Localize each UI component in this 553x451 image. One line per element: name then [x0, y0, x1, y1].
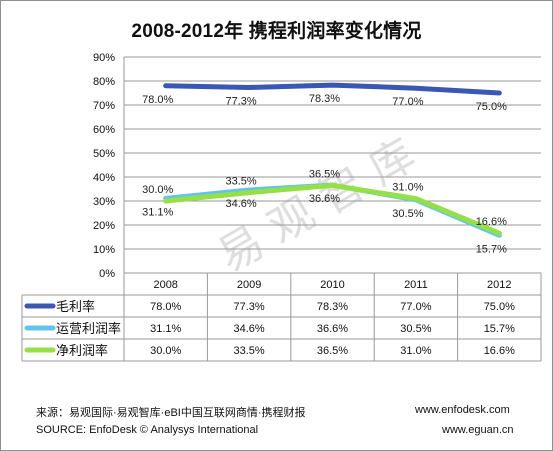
grid-layer: 0% 10% 20% 30% 40% 50% 60% 70% 80% 90%	[93, 52, 541, 280]
source-en: SOURCE: EnfoDesk © Analysys Internationa…	[36, 424, 259, 436]
table-value: 15.7%	[484, 323, 515, 335]
data-table-layer: 2008 2009 2010 2011 2012 毛利率 78.0% 77.3% 78.3% 77…	[21, 272, 542, 362]
series-lines-layer	[163, 82, 502, 238]
data-label: 31.0%	[392, 182, 423, 194]
y-tick-label: 50%	[93, 148, 115, 160]
table-value: 77.0%	[400, 301, 431, 313]
y-tick-label: 40%	[93, 172, 115, 184]
url-eguan: www.eguan.cn	[442, 424, 514, 436]
data-label: 78.0%	[142, 94, 173, 106]
y-tick-label: 20%	[93, 220, 115, 232]
table-value: 78.3%	[317, 301, 348, 313]
x-category-label: 2008	[153, 279, 177, 291]
x-category-label: 2011	[404, 279, 428, 291]
table-value: 31.1%	[150, 323, 181, 335]
data-label: 31.1%	[142, 206, 173, 218]
data-label: 15.7%	[476, 243, 507, 255]
y-tick-label: 90%	[93, 52, 115, 64]
table-value: 78.0%	[150, 301, 181, 313]
table-value: 36.6%	[317, 323, 348, 335]
data-label: 16.6%	[476, 216, 507, 228]
table-value: 16.6%	[484, 345, 515, 357]
table-value: 33.5%	[233, 345, 264, 357]
y-tick-label: 30%	[93, 196, 115, 208]
data-label: 33.5%	[225, 176, 256, 188]
data-labels-layer: 78.0% 77.3% 78.3% 77.0% 75.0% 31.1% 34.6% 36.6%…	[142, 93, 507, 255]
legend-series-name: 净利润率	[56, 343, 108, 358]
table-value: 34.6%	[233, 323, 264, 335]
data-label: 30.0%	[142, 184, 173, 196]
data-label: 75.0%	[476, 101, 507, 113]
x-category-label: 2012	[487, 279, 511, 291]
table-value: 36.5%	[317, 345, 348, 357]
source-cn: 来源：易观国际·易观智库·eBI中国互联网商情·携程财报	[36, 407, 306, 419]
table-value: 30.5%	[400, 323, 431, 335]
table-value: 30.0%	[150, 345, 181, 357]
data-label: 36.5%	[309, 168, 340, 180]
chart-title: 2008-2012年 携程利润率变化情况	[131, 21, 422, 42]
y-tick-label: 60%	[93, 124, 115, 136]
data-label: 30.5%	[392, 208, 423, 220]
legend-series-name: 毛利率	[56, 299, 95, 314]
data-label: 77.0%	[392, 96, 423, 108]
table-value: 31.0%	[400, 345, 431, 357]
url-enfodesk: www.enfodesk.com	[415, 404, 510, 416]
table-value: 75.0%	[484, 301, 515, 313]
legend-series-name: 运营利润率	[56, 321, 121, 336]
data-label: 78.3%	[309, 93, 340, 105]
x-category-label: 2009	[237, 279, 261, 291]
data-label: 34.6%	[225, 198, 256, 210]
series-line-3	[163, 182, 502, 236]
table-value: 77.3%	[233, 301, 264, 313]
data-label: 77.3%	[225, 95, 256, 107]
y-tick-label: 0%	[99, 268, 115, 280]
series-line-1	[163, 82, 502, 96]
y-tick-label: 80%	[93, 76, 115, 88]
x-category-label: 2010	[320, 279, 344, 291]
data-label: 36.6%	[309, 193, 340, 205]
y-tick-label: 10%	[93, 244, 115, 256]
y-tick-label: 70%	[93, 100, 115, 112]
